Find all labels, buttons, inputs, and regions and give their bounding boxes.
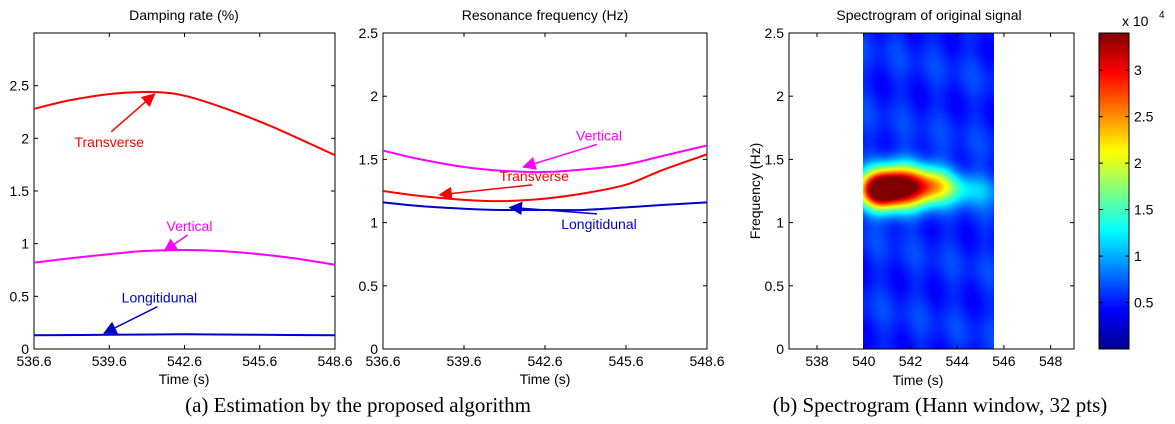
colorbar-exponent: x 10 <box>1122 13 1149 29</box>
y-tick-label: 2 <box>21 130 29 146</box>
y-tick-label: 0 <box>776 341 784 357</box>
y-tick-label: 0 <box>21 341 29 357</box>
y-tick-label: 1.5 <box>765 151 785 167</box>
colorbar-tick-label: 1 <box>1134 248 1142 264</box>
colorbar-ticks: 0.5 1 1.5 2 2.5 3 <box>1099 62 1154 311</box>
plot-frame <box>33 32 336 350</box>
y-tick-label: 2.5 <box>765 25 785 41</box>
annotation-transverse: Transverse <box>499 168 569 184</box>
annotation-vertical: Vertical <box>576 127 622 143</box>
annotation-longitidunal: Longitidunal <box>561 216 637 232</box>
chart-resonance-frequency: Resonance frequency (Hz) 536.6 539.6 542.6… <box>359 7 725 387</box>
x-tick-label: 536.6 <box>365 353 400 369</box>
spectrogram-image <box>863 33 994 349</box>
chart-title: Spectrogram of original signal <box>836 7 1021 23</box>
annotations: Vertical Transverse Longitidunal <box>438 127 637 232</box>
annotation-arrow <box>110 93 156 133</box>
y-axis-label: Frequency (Hz) <box>747 143 763 239</box>
colorbar-tick-label: 1.5 <box>1134 202 1154 218</box>
colorbar-tick-label: 2.5 <box>1134 109 1154 125</box>
y-tick-label: 0 <box>370 341 378 357</box>
y-tick-label: 2.5 <box>359 25 379 41</box>
y-tick-label: 2.5 <box>10 78 30 94</box>
annotation-vertical: Vertical <box>167 218 213 234</box>
chart-title: Resonance frequency (Hz) <box>462 7 629 23</box>
x-tick-label: 544 <box>946 353 970 369</box>
colorbar-gradient <box>1098 32 1130 350</box>
y-tick-label: 1.5 <box>359 151 379 167</box>
y-tick-label: 0.5 <box>10 288 30 304</box>
caption-a: (a) Estimation by the proposed algorithm <box>185 393 531 417</box>
y-tick-label: 0.5 <box>765 278 785 294</box>
x-tick-label: 538 <box>805 353 829 369</box>
annotation-arrow <box>438 184 533 201</box>
x-tick-label: 545.6 <box>608 353 643 369</box>
colorbar: 0.5 1 1.5 2 2.5 3 x 10 4 <box>1098 10 1165 350</box>
chart-damping-rate: Damping rate (%) 536.6 539.6 542.6 545.6 548… <box>10 7 353 387</box>
x-tick-label: 542.6 <box>167 353 202 369</box>
annotation-arrow <box>522 143 598 170</box>
annotation-longitidunal: Longitidunal <box>122 290 198 306</box>
annotation-arrow <box>103 305 158 334</box>
y-tick-label: 2 <box>776 88 784 104</box>
x-tick-label: 546 <box>992 353 1016 369</box>
series-line-vertical <box>34 248 335 266</box>
x-tick-label: 539.6 <box>446 353 481 369</box>
annotations: Transverse Vertical Longitidunal <box>74 93 213 334</box>
y-tick-label: 0.5 <box>359 278 379 294</box>
y-tick-label: 1 <box>21 236 29 252</box>
plot-border <box>788 32 1075 350</box>
y-tick-label: 1 <box>370 215 378 231</box>
x-tick-label: 548.6 <box>689 353 724 369</box>
x-tick-label: 536.6 <box>16 353 51 369</box>
colorbar-tick-label: 3 <box>1134 62 1142 78</box>
series-line-transverse <box>383 153 707 203</box>
x-axis-label: Time (s) <box>893 372 944 388</box>
chart-title: Damping rate (%) <box>129 7 239 23</box>
x-axis-label: Time (s) <box>520 371 571 387</box>
colorbar-tick-label: 2 <box>1134 155 1142 171</box>
annotation-arrow <box>163 234 188 252</box>
axes: 538 540 542 544 546 548 0 0.5 1 1.5 2 2.5 <box>765 25 1074 369</box>
x-tick-label: 540 <box>852 353 876 369</box>
y-tick-label: 1 <box>776 215 784 231</box>
series-line-transverse <box>34 90 335 157</box>
annotation-transverse: Transverse <box>74 134 144 150</box>
x-tick-label: 542.6 <box>527 353 562 369</box>
plot-frame <box>382 32 708 350</box>
colorbar-power: 4 <box>1159 10 1165 21</box>
colorbar-tick-label: 0.5 <box>1134 295 1154 311</box>
x-tick-label: 545.6 <box>242 353 277 369</box>
x-tick-label: 548 <box>1039 353 1063 369</box>
series-line-vertical <box>383 144 707 174</box>
y-tick-label: 2 <box>370 88 378 104</box>
y-tick-label: 1.5 <box>10 183 30 199</box>
axes: 536.6 539.6 542.6 545.6 548.6 0 0.5 1 1.5 2 2.5 <box>10 33 353 369</box>
series-line-longitidunal <box>34 333 335 337</box>
x-axis-label: Time (s) <box>159 371 210 387</box>
caption-b: (b) Spectrogram (Hann window, 32 pts) <box>773 393 1108 417</box>
x-tick-label: 548.6 <box>317 353 352 369</box>
series-lines <box>34 90 335 337</box>
x-tick-label: 539.6 <box>92 353 127 369</box>
axes: 536.6 539.6 542.6 545.6 548.6 0 0.5 1 1.5 2 2.5 <box>359 25 725 369</box>
x-tick-label: 542 <box>899 353 923 369</box>
annotation-arrow <box>508 201 598 216</box>
chart-spectrogram: Spectrogram of original signal 538 540 542… <box>747 7 1165 388</box>
